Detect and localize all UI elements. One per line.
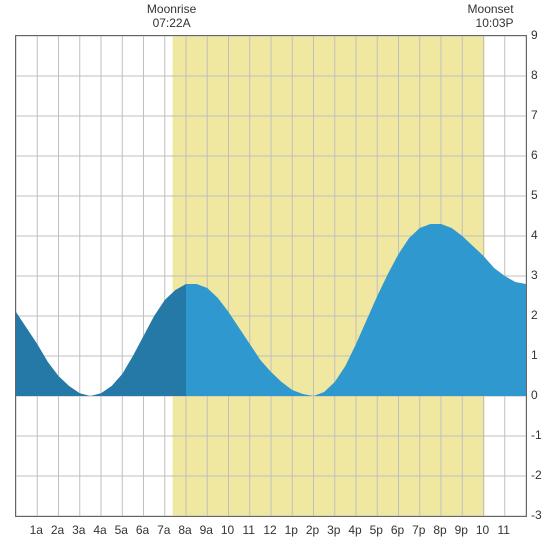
- x-tick-label: 10: [476, 523, 489, 537]
- y-tick-label: 4: [531, 228, 538, 242]
- y-tick-label: 0: [531, 388, 538, 402]
- moonrise-label: Moonrise 07:22A: [142, 2, 202, 31]
- y-tick-label: 9: [531, 28, 538, 42]
- x-tick-label: 3a: [72, 523, 85, 537]
- x-tick-label: 6a: [136, 523, 149, 537]
- tide-chart: Moonrise 07:22A Moonset 10:03P -3-2-1012…: [0, 0, 550, 550]
- y-tick-label: 3: [531, 268, 538, 282]
- x-tick-label: 11: [243, 523, 255, 537]
- y-tick-label: 2: [531, 308, 538, 322]
- x-tick-label: 9a: [200, 523, 213, 537]
- y-tick-label: 5: [531, 188, 538, 202]
- x-tick-label: 2p: [306, 523, 319, 537]
- x-tick-label: 7a: [157, 523, 170, 537]
- y-tick-label: -2: [531, 468, 542, 482]
- x-tick-label: 6p: [391, 523, 404, 537]
- x-tick-label: 4p: [348, 523, 361, 537]
- x-tick-label: 5p: [370, 523, 383, 537]
- moonrise-time: 07:22A: [142, 16, 202, 30]
- y-tick-label: -3: [531, 508, 542, 522]
- x-tick-label: 11: [498, 523, 510, 537]
- moonset-title: Moonset: [468, 2, 514, 16]
- moonrise-title: Moonrise: [147, 2, 196, 16]
- x-tick-label: 5a: [115, 523, 128, 537]
- y-tick-label: 7: [531, 108, 538, 122]
- x-tick-label: 8p: [433, 523, 446, 537]
- plot-svg: [16, 36, 526, 516]
- x-tick-label: 2a: [51, 523, 64, 537]
- x-tick-label: 4a: [93, 523, 106, 537]
- moonset-label: Moonset 10:03P: [434, 2, 514, 31]
- plot-area: [15, 35, 527, 517]
- x-tick-label: 8a: [178, 523, 191, 537]
- y-tick-label: 8: [531, 68, 538, 82]
- x-tick-label: 12: [263, 523, 276, 537]
- y-tick-label: 1: [531, 348, 538, 362]
- x-tick-label: 1a: [30, 523, 43, 537]
- y-tick-label: -1: [531, 428, 542, 442]
- x-tick-label: 1p: [285, 523, 298, 537]
- x-tick-label: 7p: [412, 523, 425, 537]
- x-tick-label: 10: [221, 523, 234, 537]
- moonset-time: 10:03P: [434, 16, 514, 30]
- x-tick-label: 9p: [455, 523, 468, 537]
- x-tick-label: 3p: [327, 523, 340, 537]
- y-tick-label: 6: [531, 148, 538, 162]
